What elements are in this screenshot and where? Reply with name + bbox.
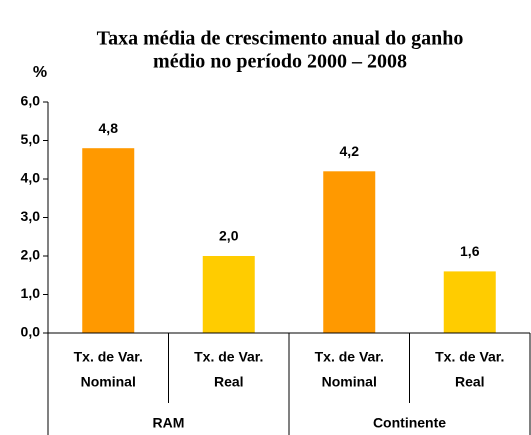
chart-title: médio no período 2000 – 2008 <box>153 51 407 73</box>
x-tick-label: Real <box>455 374 485 390</box>
y-tick-label: 1,0 <box>21 285 41 301</box>
x-tick-label: Tx. de Var. <box>194 349 263 365</box>
x-tick-label: Real <box>214 374 244 390</box>
x-tick-label: Tx. de Var. <box>74 349 143 365</box>
value-label: 1,6 <box>460 243 480 259</box>
y-axis-label: % <box>33 64 47 81</box>
x-tick-label: Tx. de Var. <box>315 349 384 365</box>
y-tick-label: 6,0 <box>21 93 41 109</box>
y-tick-label: 4,0 <box>21 170 41 186</box>
value-label: 4,8 <box>99 120 119 136</box>
y-tick-label: 2,0 <box>21 247 41 263</box>
y-tick-label: 5,0 <box>21 131 41 147</box>
bar <box>443 271 496 333</box>
y-tick-label: 3,0 <box>21 208 41 224</box>
x-tick-label: Nominal <box>322 374 377 390</box>
x-tick-label: Nominal <box>81 374 136 390</box>
value-label: 2,0 <box>219 228 239 244</box>
group-label: RAM <box>153 415 185 431</box>
value-label: 4,2 <box>340 143 360 159</box>
chart-title: Taxa média de crescimento anual do ganho <box>97 28 464 50</box>
y-tick-label: 0,0 <box>21 324 41 340</box>
bar <box>82 148 135 333</box>
bar <box>202 256 255 333</box>
bar <box>323 171 376 333</box>
group-label: Continente <box>373 415 446 431</box>
x-tick-label: Tx. de Var. <box>435 349 504 365</box>
